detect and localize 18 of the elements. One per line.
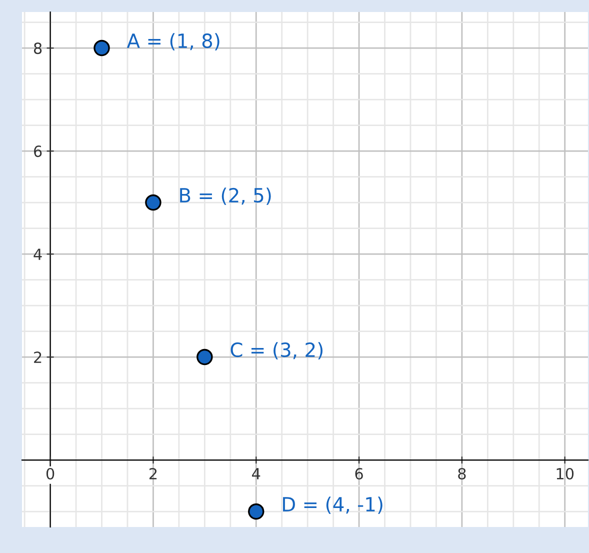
- annotation: A = (1, 8): [126, 33, 220, 50]
- annotation: B = (2, 5): [180, 188, 271, 205]
- y-tick-label: 6: [34, 146, 42, 158]
- y-tick-label: 2: [34, 352, 42, 363]
- y-tick-label: 4: [34, 248, 42, 260]
- x-tick-label: 0: [46, 468, 54, 480]
- x-tick-label: 10: [556, 468, 574, 480]
- annotation: C = (3, 2): [230, 342, 322, 360]
- x-tick-label: 6: [355, 468, 363, 480]
- x-tick-label: 4: [252, 468, 260, 480]
- annotation: D = (4, -1): [283, 496, 382, 514]
- x-tick-label: 2: [149, 468, 157, 480]
- point: [94, 40, 110, 56]
- y-tick-label: 8: [34, 42, 42, 54]
- x-tick-label: 8: [458, 468, 466, 480]
- point: [145, 194, 162, 211]
- point: [196, 348, 213, 366]
- point: [248, 503, 264, 520]
